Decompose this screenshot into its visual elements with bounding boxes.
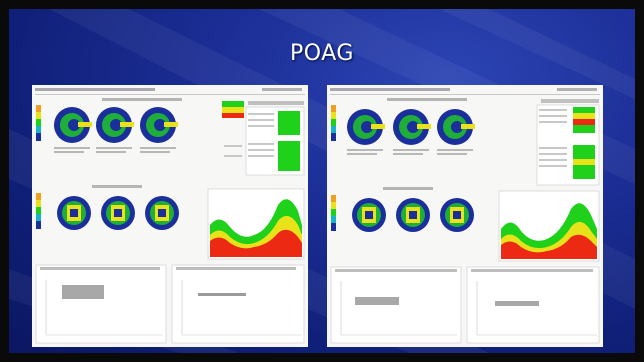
color-scale-right (331, 105, 336, 141)
thickness-maps-top-right (347, 109, 475, 145)
header-text-right (330, 88, 450, 91)
slide-title: POAG (290, 41, 354, 66)
profile-chart-right (498, 190, 600, 262)
deviation-maps-right (352, 198, 474, 232)
profile-chart-left (207, 188, 305, 260)
trend-graph-right-a (330, 266, 462, 344)
trend-graph-left-b (171, 264, 305, 344)
summary-table-right (536, 99, 600, 186)
trend-graph-right-b (466, 266, 600, 344)
color-scale-left (36, 105, 41, 141)
header-text-left (35, 88, 155, 91)
printout-right-graphic (330, 88, 600, 344)
color-scale-mid-left (36, 193, 41, 229)
printout-right (327, 85, 603, 347)
summary-table-left (222, 101, 305, 176)
trend-graph-left-a (35, 264, 167, 344)
thickness-maps-top-left (54, 107, 178, 143)
slide: POAG (9, 9, 635, 353)
printout-left-graphic (35, 88, 305, 344)
color-scale-mid-right (331, 195, 336, 231)
deviation-maps-left (57, 196, 179, 230)
printout-left (32, 85, 308, 347)
